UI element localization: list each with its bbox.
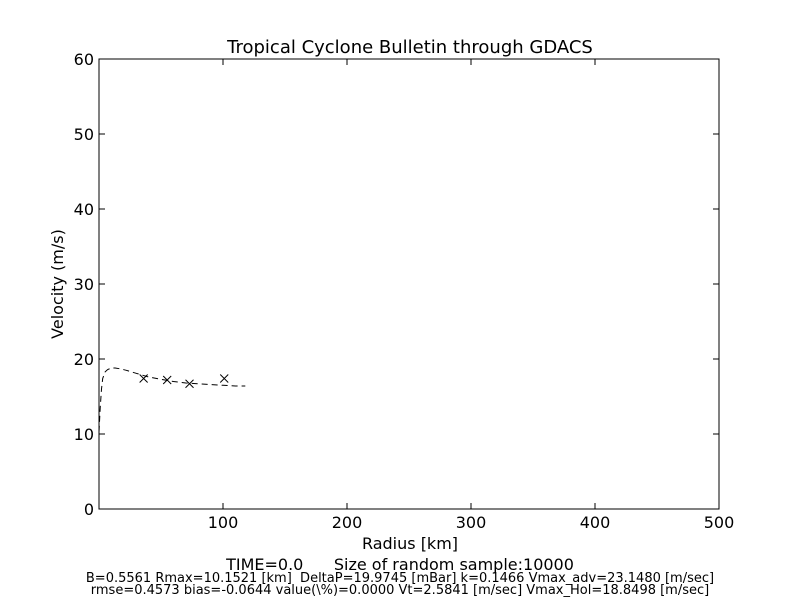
- y-tick-label: 50: [74, 125, 94, 144]
- observation-marker: [219, 374, 229, 383]
- x-tick-label: 400: [580, 513, 611, 532]
- axis-ticks: 100 200 300 400 500 0 10 20 30 40 50 60: [74, 50, 735, 532]
- y-tick-label: 30: [74, 275, 94, 294]
- y-tick-label: 0: [84, 500, 94, 519]
- x-tick-label: 300: [456, 513, 487, 532]
- x-tick-label: 500: [704, 513, 735, 532]
- footer-time-sample: TIME=0.0 Size of random sample:10000: [225, 555, 574, 574]
- x-tick-label: 200: [332, 513, 363, 532]
- plot-frame: [98, 58, 720, 510]
- footer-stats-line: rmse=0.4573 bias=-0.0644 value(\%)=0.000…: [91, 583, 709, 598]
- y-tick-label: 20: [74, 350, 94, 369]
- x-tick-label: 100: [208, 513, 239, 532]
- y-axis-label: Velocity (m/s): [48, 229, 67, 339]
- chart-title: Tropical Cyclone Bulletin through GDACS: [226, 37, 593, 58]
- observation-marker: [185, 379, 194, 389]
- y-tick-label: 10: [74, 425, 94, 444]
- y-tick-label: 40: [74, 200, 94, 219]
- observation-marker: [162, 375, 172, 385]
- footer-params-line: B=0.5561 Rmax=10.1521 [km] DeltaP=19.974…: [86, 571, 714, 586]
- observation-marker: [139, 374, 148, 383]
- profile-line: [98, 367, 246, 432]
- data-series: [98, 367, 246, 432]
- y-tick-label: 60: [74, 50, 94, 69]
- x-axis-label: Radius [km]: [362, 534, 458, 553]
